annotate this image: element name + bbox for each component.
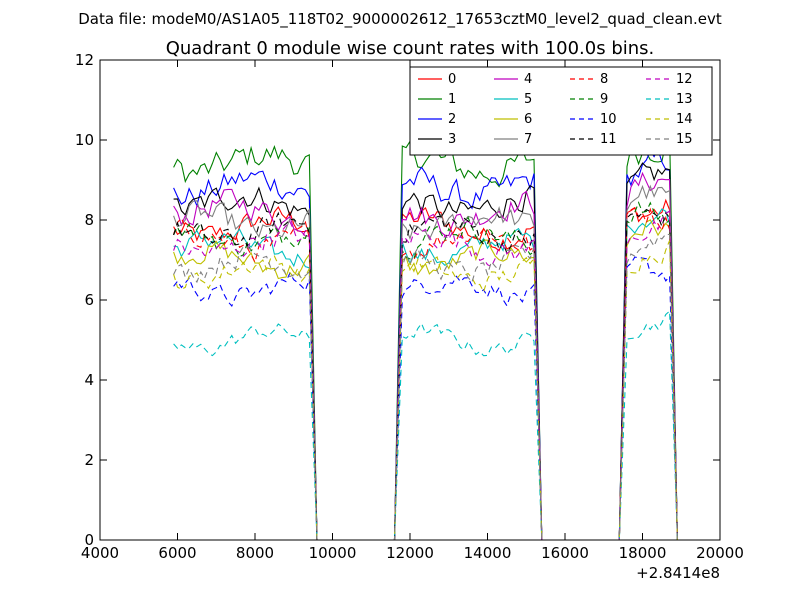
y-tick-label: 10 — [75, 131, 94, 149]
x-tick-label: 4000 — [81, 544, 119, 562]
legend-label: 9 — [600, 92, 608, 107]
series-line-5 — [173, 208, 678, 540]
chart-suptitle: Data file: modeM0/AS1A05_118T02_90000026… — [78, 10, 722, 29]
series-line-8 — [173, 206, 678, 540]
x-tick-label: 20000 — [696, 544, 744, 562]
legend-label: 8 — [600, 72, 608, 87]
legend-label: 11 — [600, 132, 617, 147]
y-tick-label: 8 — [84, 211, 94, 229]
legend-label: 2 — [448, 112, 456, 127]
series-line-15 — [173, 233, 678, 540]
series-line-4 — [173, 171, 678, 540]
y-tick-label: 6 — [84, 291, 94, 309]
series-lines — [173, 134, 678, 540]
x-axis: 4000 6000 8000 10000 12000 14000 16000 18000 200… — [81, 60, 744, 562]
x-tick-label: 14000 — [464, 544, 512, 562]
series-line-6 — [173, 219, 678, 540]
x-tick-label: 6000 — [158, 544, 196, 562]
legend-label: 6 — [524, 112, 532, 127]
legend-box — [409, 66, 713, 156]
x-tick-label: 16000 — [541, 544, 589, 562]
legend-label: 14 — [676, 112, 693, 127]
y-tick-label: 2 — [84, 451, 94, 469]
series-line-9 — [173, 201, 678, 540]
x-tick-label: 18000 — [619, 544, 667, 562]
series-line-1 — [173, 134, 678, 540]
legend-label: 3 — [448, 132, 456, 147]
series-line-13 — [173, 309, 678, 540]
x-tick-label: 8000 — [236, 544, 274, 562]
legend-label: 0 — [448, 72, 456, 87]
legend-label: 7 — [524, 132, 532, 147]
legend-label: 5 — [524, 92, 532, 107]
legend-label: 4 — [524, 72, 532, 87]
x-tick-label: 12000 — [386, 544, 434, 562]
x-tick-label: 10000 — [309, 544, 357, 562]
legend-label: 10 — [600, 112, 617, 127]
series-line-14 — [173, 240, 678, 540]
plot-series-group — [173, 134, 678, 540]
legend-label: 13 — [676, 92, 693, 107]
legend-label: 15 — [676, 132, 693, 147]
y-tick-label: 0 — [84, 531, 94, 549]
x-offset-label: +2.8414e8 — [636, 564, 720, 582]
legend-label: 12 — [676, 72, 693, 87]
chart-title: Quadrant 0 module wise count rates with … — [166, 38, 655, 59]
y-tick-label: 12 — [75, 51, 94, 69]
legend-label: 1 — [448, 92, 456, 107]
y-tick-label: 4 — [84, 371, 94, 389]
series-line-12 — [173, 210, 678, 540]
series-line-10 — [173, 256, 678, 540]
